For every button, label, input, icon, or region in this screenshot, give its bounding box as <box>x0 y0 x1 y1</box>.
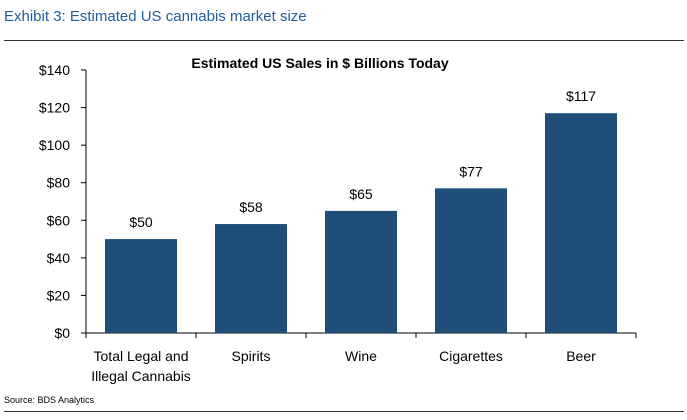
y-tick-label: $120 <box>39 100 70 116</box>
chart-title: Estimated US Sales in $ Billions Today <box>191 55 448 71</box>
y-tick-label: $0 <box>54 325 70 341</box>
data-label: $117 <box>566 88 596 104</box>
x-category-label: Spirits <box>232 348 271 364</box>
x-category-label: Beer <box>566 348 596 364</box>
chart-axes: $0 $20 $40 $60 $80 $100 $120 $140 Total Legal an… <box>39 62 637 384</box>
top-rule <box>4 40 684 41</box>
source-note: Source: BDS Analytics <box>4 395 95 405</box>
bar <box>215 224 287 333</box>
bar <box>325 210 397 333</box>
bar <box>105 239 177 333</box>
bar <box>545 113 617 333</box>
y-tick-label: $20 <box>47 287 71 303</box>
x-category-label: Wine <box>345 348 377 364</box>
data-label: $77 <box>459 163 483 179</box>
y-tick-label: $60 <box>47 212 71 228</box>
bar-chart: Estimated US Sales in $ Billions Today $… <box>39 55 637 384</box>
data-label: $50 <box>129 214 153 230</box>
data-label: $58 <box>239 199 263 215</box>
y-tick-label: $80 <box>47 175 71 191</box>
y-tick-label: $100 <box>39 137 70 153</box>
data-label: $65 <box>349 186 373 202</box>
x-category-label: Cigarettes <box>439 348 503 364</box>
exhibit-title: Exhibit 3: Estimated US cannabis market … <box>4 8 307 25</box>
y-tick-label: $140 <box>39 62 70 78</box>
bar <box>435 188 507 333</box>
chart-bars: $50 $58 $65 $77 $117 <box>105 88 617 333</box>
x-category-label: Total Legal and <box>94 348 189 364</box>
y-tick-label: $40 <box>47 250 71 266</box>
x-category-label: Illegal Cannabis <box>91 368 191 384</box>
bottom-rule <box>4 411 684 412</box>
